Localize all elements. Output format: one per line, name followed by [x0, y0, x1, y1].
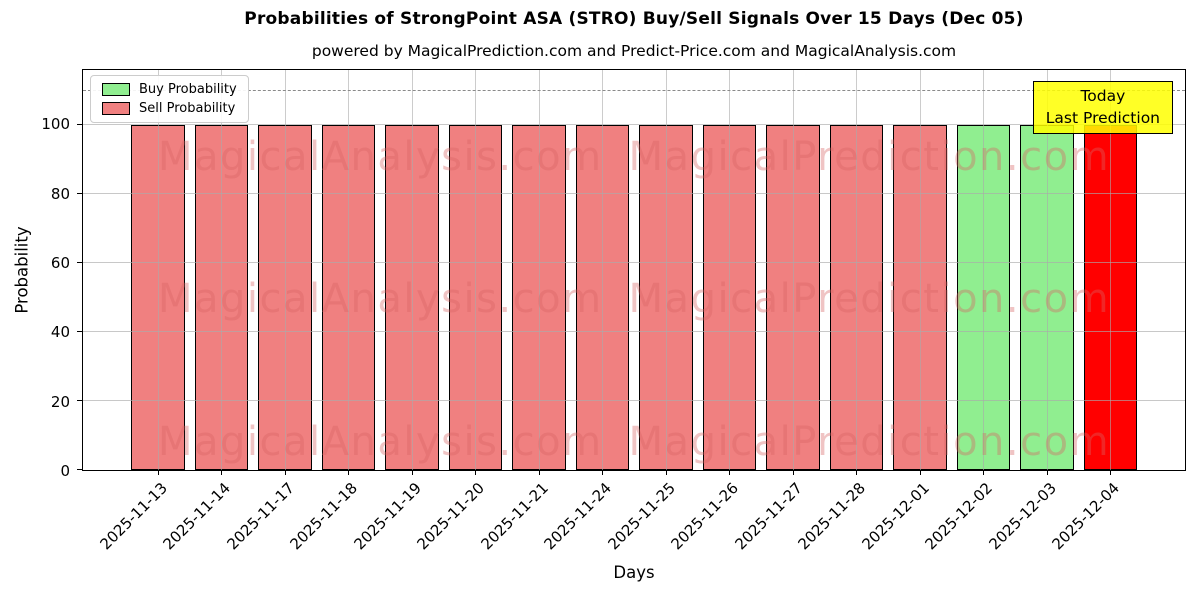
- x-tick-mark: [729, 470, 731, 475]
- y-tick-mark: [77, 468, 83, 470]
- y-tick-mark: [77, 330, 83, 333]
- bar-cell: 2025-11-13: [96, 70, 185, 553]
- x-gridline: [665, 70, 667, 470]
- x-tick-label: 2025-11-17: [223, 479, 298, 554]
- x-tick-label: 2025-12-03: [985, 479, 1060, 554]
- today-annotation: Today Last Prediction: [1032, 81, 1173, 134]
- x-gridline: [348, 70, 350, 470]
- bar-cell: 2025-11-17: [223, 70, 312, 553]
- annotation-line1: Today: [1080, 87, 1126, 105]
- plot-area: 2025-11-13 2025-11-14 2025-11-17 2025-11…: [77, 69, 1186, 553]
- x-tick-mark: [538, 470, 540, 475]
- legend: Buy Probability Sell Probability: [90, 75, 249, 123]
- legend-item: Buy Probability: [102, 83, 237, 96]
- x-gridline: [284, 70, 286, 470]
- legend-swatch-icon: [102, 102, 130, 115]
- x-gridline: [792, 70, 794, 470]
- y-tick-label: 20: [50, 392, 70, 411]
- bar-cell: 2025-11-28: [795, 70, 883, 553]
- bar-cell: 2025-11-20: [414, 70, 502, 553]
- y-gridline: [83, 331, 1185, 333]
- y-tick-label: 0: [60, 462, 70, 480]
- x-tick-label: 2025-12-04: [1048, 479, 1123, 554]
- x-gridline: [1110, 70, 1112, 470]
- bars-row: 2025-11-13 2025-11-14 2025-11-17 2025-11…: [83, 70, 1185, 553]
- x-gridline: [157, 70, 159, 470]
- x-tick-mark: [602, 470, 604, 475]
- x-gridline: [221, 70, 223, 470]
- x-gridline: [1046, 70, 1048, 470]
- y-gridline: [83, 193, 1185, 195]
- x-tick-mark: [284, 470, 286, 475]
- chart-subtitle: powered by MagicalPrediction.com and Pre…: [311, 42, 957, 60]
- y-tick-label: 80: [50, 184, 70, 203]
- x-gridline: [602, 70, 604, 470]
- x-tick-label: 2025-11-25: [604, 479, 679, 554]
- x-gridline: [919, 70, 921, 470]
- x-tick-label: 2025-12-01: [858, 479, 933, 554]
- bar-cell: 2025-11-21: [477, 70, 566, 553]
- y-tick-label: 60: [50, 254, 70, 273]
- x-tick-label: 2025-11-21: [477, 479, 552, 554]
- bar-cell: 2025-12-02: [922, 70, 1010, 553]
- dashed-reference-line: [83, 89, 1185, 91]
- y-axis-tick-labels: 0 20 40 60 80 100: [0, 69, 82, 480]
- y-gridline: [83, 262, 1185, 264]
- x-tick-mark: [919, 470, 921, 475]
- x-tick-label: 2025-11-24: [540, 479, 615, 554]
- x-tick-label: 2025-11-20: [413, 479, 488, 554]
- y-tick-mark: [77, 399, 83, 402]
- x-tick-label: 2025-11-28: [794, 479, 869, 554]
- x-tick-label: 2025-12-02: [921, 479, 996, 554]
- bar-cell: 2025-12-03: [985, 70, 1074, 553]
- legend-label: Buy Probability: [139, 82, 237, 97]
- x-tick-mark: [411, 470, 413, 475]
- x-tick-label: 2025-11-14: [159, 479, 234, 554]
- x-gridline: [729, 70, 731, 470]
- x-gridline: [411, 70, 413, 470]
- x-tick-mark: [792, 470, 794, 475]
- x-gridline: [475, 70, 477, 470]
- x-tick-label: 2025-11-26: [667, 479, 742, 554]
- bar-cell: 2025-12-01: [858, 70, 947, 553]
- y-tick-mark: [77, 192, 83, 195]
- x-tick-mark: [665, 470, 667, 475]
- bar-cell: 2025-11-19: [350, 70, 439, 553]
- x-tick-mark: [157, 470, 159, 475]
- bar-cell: 2025-11-25: [604, 70, 693, 553]
- bar-cell: 2025-11-14: [160, 70, 248, 553]
- x-tick-mark: [221, 470, 223, 475]
- legend-swatch-icon: [102, 83, 130, 96]
- bar-cell: 2025-11-27: [731, 70, 820, 553]
- y-tick-label: 40: [50, 323, 70, 342]
- y-gridline: [83, 124, 1185, 126]
- x-tick-mark: [856, 470, 858, 475]
- y-tick-mark: [77, 124, 83, 126]
- y-tick-label: 100: [41, 115, 70, 134]
- x-gridline: [983, 70, 985, 470]
- legend-label: Sell Probability: [139, 101, 236, 116]
- x-tick-mark: [1110, 470, 1112, 475]
- chart-title: Probabilities of StrongPoint ASA (STRO) …: [244, 9, 1024, 29]
- x-tick-label: 2025-11-13: [96, 479, 171, 554]
- legend-item: Sell Probability: [102, 102, 237, 115]
- bar-cell: 2025-11-26: [668, 70, 756, 553]
- x-tick-label: 2025-11-19: [350, 479, 425, 554]
- y-gridline: [83, 400, 1185, 402]
- bar-cell: 2025-12-04: [1049, 70, 1137, 553]
- x-axis-label: Days: [613, 563, 655, 582]
- bar-cell: 2025-11-18: [287, 70, 375, 553]
- annotation-line2: Last Prediction: [1045, 109, 1160, 128]
- x-tick-label: 2025-11-18: [286, 479, 361, 554]
- x-gridline: [856, 70, 858, 470]
- bar-cell: 2025-11-24: [541, 70, 629, 553]
- y-tick-mark: [77, 261, 83, 264]
- x-tick-mark: [1046, 470, 1048, 475]
- x-gridline: [538, 70, 540, 470]
- x-tick-mark: [983, 470, 985, 475]
- x-tick-mark: [348, 470, 350, 475]
- x-tick-mark: [475, 470, 477, 475]
- x-tick-label: 2025-11-27: [731, 479, 806, 554]
